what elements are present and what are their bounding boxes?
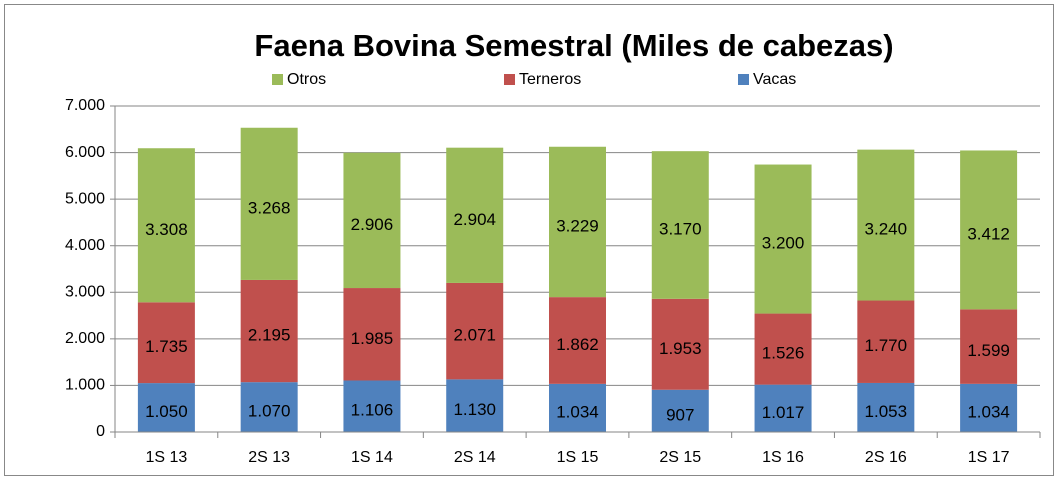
value-label: 3.229 <box>556 216 599 235</box>
bar-segment <box>651 389 709 432</box>
bar-segment <box>754 384 812 432</box>
bar-segment <box>857 300 915 383</box>
bar-segment <box>343 380 401 432</box>
value-label: 1.050 <box>145 402 188 421</box>
value-label: 1.017 <box>762 403 805 422</box>
bar-segment <box>446 379 504 432</box>
value-label: 3.308 <box>145 220 188 239</box>
x-tick-label: 1S 14 <box>351 449 393 466</box>
x-tick-label: 1S 15 <box>557 449 599 466</box>
bar-segment <box>549 383 606 432</box>
value-label: 2.906 <box>351 215 394 234</box>
bar-segment <box>446 147 504 283</box>
value-label: 3.240 <box>865 220 908 239</box>
value-label: 1.053 <box>865 402 908 421</box>
value-label: 1.735 <box>145 337 188 356</box>
chart-title: Faena Bovina Semestral (Miles de cabezas… <box>254 28 893 63</box>
bar-segment <box>343 288 401 381</box>
value-label: 1.106 <box>351 401 394 420</box>
legend-label: Otros <box>287 71 326 88</box>
bar-segment <box>240 127 298 280</box>
bar-segment <box>549 146 606 298</box>
value-label: 1.130 <box>453 400 496 419</box>
x-tick-label: 1S 13 <box>145 449 187 466</box>
value-label: 2.904 <box>453 210 496 229</box>
y-tick-label: 0 <box>96 423 105 440</box>
value-label: 1.526 <box>762 344 805 363</box>
bar-segment <box>857 382 915 432</box>
x-tick-label: 2S 14 <box>454 449 496 466</box>
x-tick-label: 2S 13 <box>248 449 290 466</box>
y-tick-label: 2.000 <box>65 330 105 347</box>
x-tick-label: 2S 15 <box>659 449 701 466</box>
value-label: 1.034 <box>967 402 1010 421</box>
y-tick-label: 7.000 <box>65 97 105 114</box>
value-label: 3.200 <box>762 234 805 253</box>
value-label: 2.071 <box>453 326 496 345</box>
bar-segment <box>754 164 812 314</box>
x-tick-label: 1S 17 <box>968 449 1010 466</box>
value-label: 3.170 <box>659 219 702 238</box>
value-label: 3.412 <box>967 224 1010 243</box>
value-label: 907 <box>666 405 694 424</box>
legend-label: Terneros <box>519 71 581 88</box>
value-label: 1.599 <box>967 341 1010 360</box>
legend-label: Vacas <box>753 71 796 88</box>
value-label: 1.953 <box>659 339 702 358</box>
value-label: 1.862 <box>556 335 599 354</box>
bar-segment <box>137 302 195 384</box>
bar-segment <box>960 150 1018 310</box>
bar-segment <box>549 297 606 384</box>
y-tick-label: 5.000 <box>65 190 105 207</box>
bar-segment <box>651 151 709 299</box>
value-label: 1.034 <box>556 402 599 421</box>
bar-segment <box>857 149 915 301</box>
bar-segment <box>960 309 1018 384</box>
bar-segment <box>754 313 812 385</box>
x-tick-label: 2S 16 <box>865 449 907 466</box>
y-tick-label: 6.000 <box>65 144 105 161</box>
bar-segment <box>240 279 298 383</box>
bar-segment <box>240 382 298 432</box>
value-label: 1.985 <box>351 329 394 348</box>
value-label: 1.070 <box>248 402 291 421</box>
y-tick-label: 1.000 <box>65 377 105 394</box>
value-label: 1.770 <box>865 336 908 355</box>
legend-swatch <box>272 74 283 85</box>
bar-segment <box>651 298 709 390</box>
bar-segment <box>446 282 504 380</box>
legend-swatch <box>504 74 515 85</box>
y-tick-label: 4.000 <box>65 237 105 254</box>
bar-segment <box>960 383 1018 432</box>
bar-segment <box>343 152 401 289</box>
bar-segment <box>137 383 195 432</box>
value-label: 2.195 <box>248 326 291 345</box>
bar-segment <box>137 148 195 303</box>
legend-swatch <box>738 74 749 85</box>
x-tick-label: 1S 16 <box>762 449 804 466</box>
value-label: 3.268 <box>248 198 291 217</box>
y-tick-label: 3.000 <box>65 284 105 301</box>
